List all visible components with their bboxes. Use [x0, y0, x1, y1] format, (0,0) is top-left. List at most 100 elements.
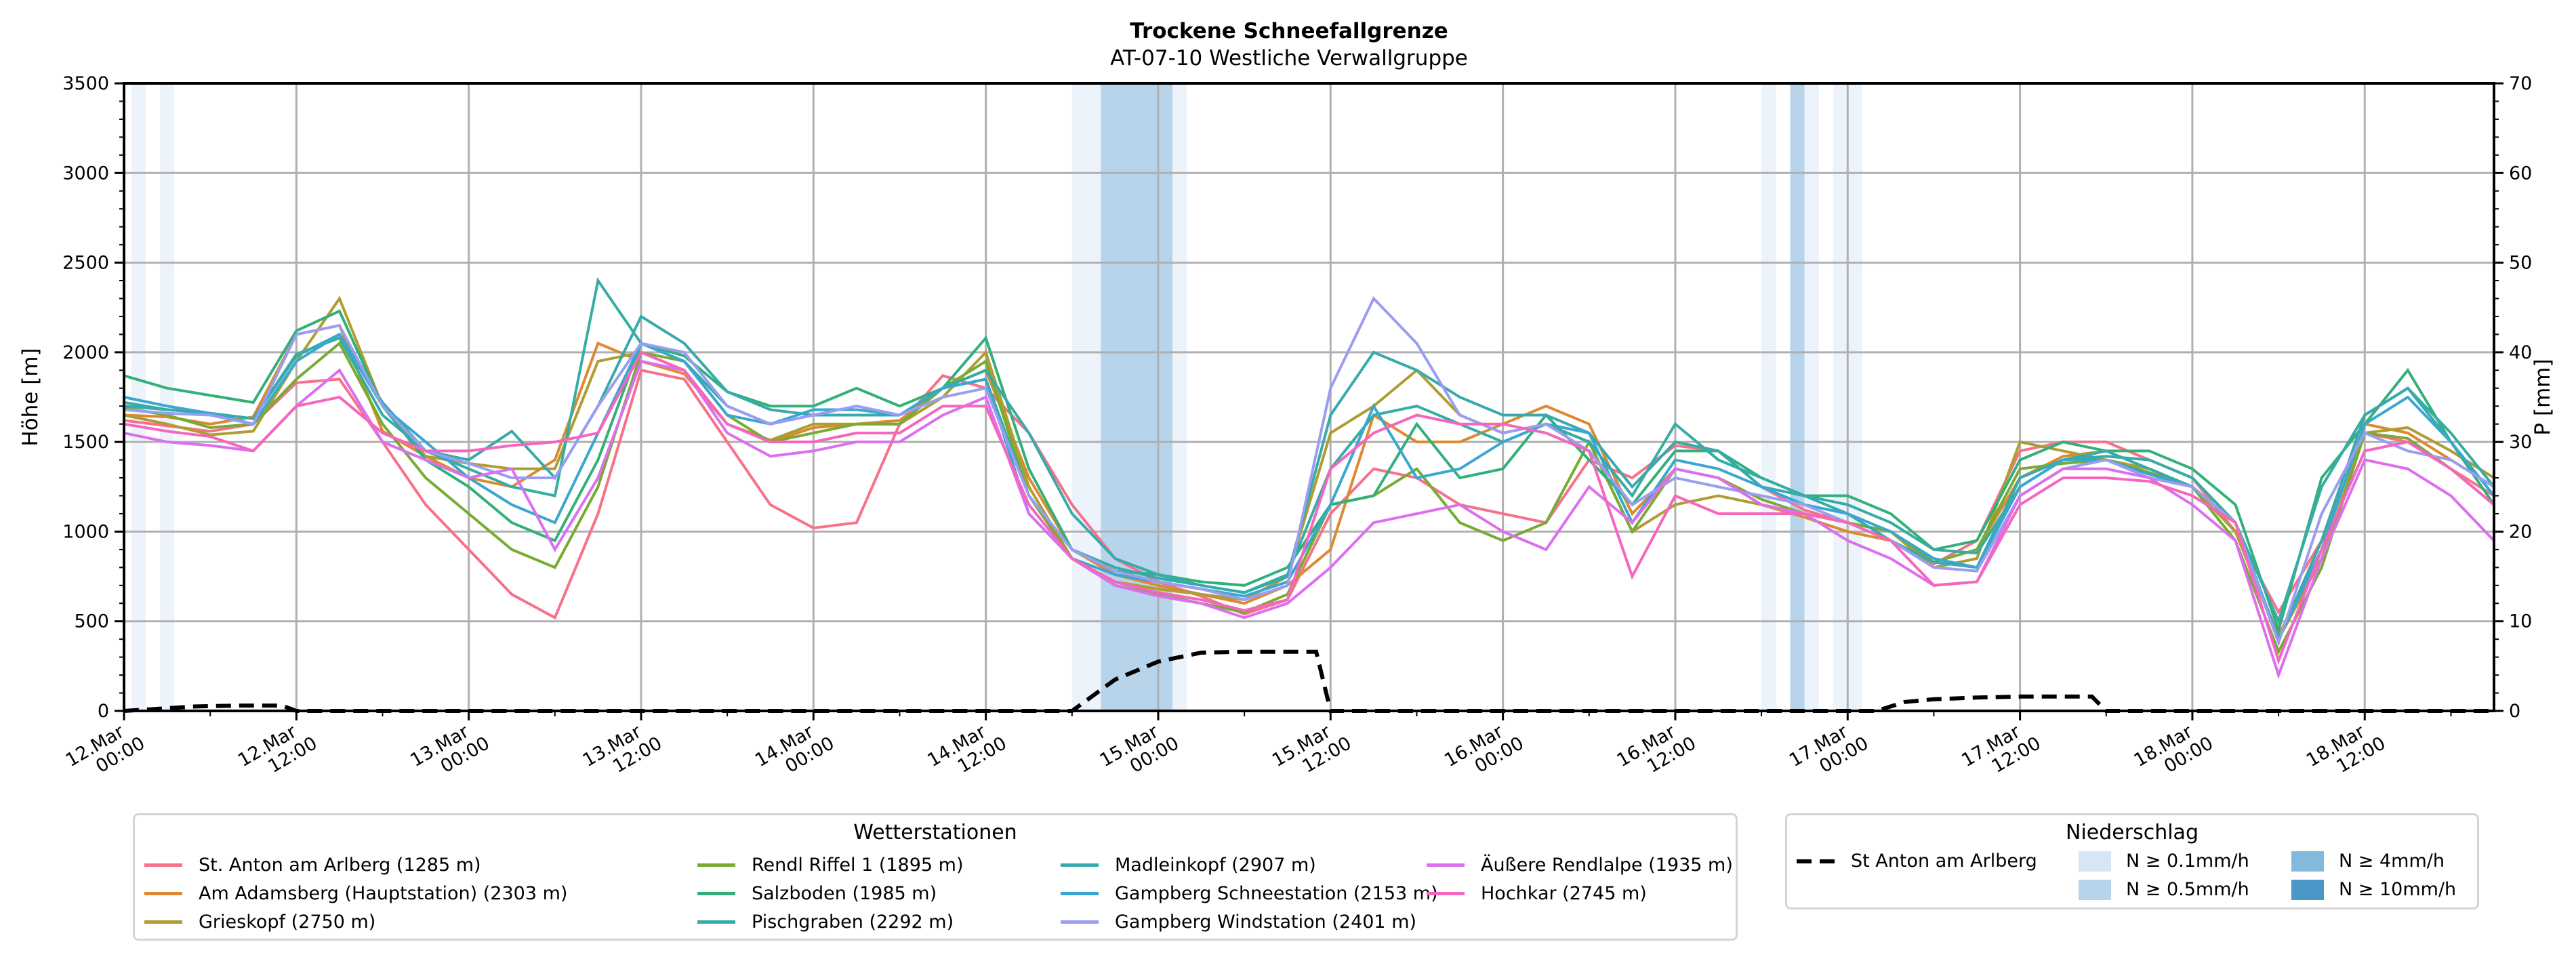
x-tick-label: 17.Mar12:00: [1958, 715, 2044, 789]
y-tick-label: 500: [74, 611, 109, 632]
precip-band: [1761, 83, 1776, 711]
legend-station-item: Hochkar (2745 m): [1427, 883, 1647, 904]
legend-station-item: St. Anton am Arlberg (1285 m): [144, 855, 481, 876]
line-swatch-icon: [1061, 920, 1099, 924]
swatch-icon: [2291, 851, 2324, 872]
legend-station-label: Am Adamsberg (Hauptstation) (2303 m): [199, 883, 568, 904]
y-tick-label: 1000: [62, 521, 109, 542]
y-axis-label-right: P [mm]: [2531, 359, 2555, 435]
series-line: [123, 359, 2495, 680]
chart-title: Trockene Schneefallgrenze: [1130, 19, 1448, 43]
grid: [123, 82, 2494, 712]
x-tick-label: 14.Mar12:00: [924, 715, 1010, 789]
legend-station-label: Gampberg Schneestation (2153 m): [1115, 883, 1438, 904]
legend-station-label: Pischgraben (2292 m): [752, 912, 954, 933]
precip-band: [1101, 83, 1158, 711]
y-right-tick-label: 20: [2509, 521, 2532, 542]
precip-line: [123, 649, 2494, 713]
line-swatch-icon: [1427, 863, 1465, 867]
legend-station-label: Äußere Rendlalpe (1935 m): [1481, 855, 1733, 876]
legend-station-item: Madleinkopf (2907 m): [1061, 855, 1316, 876]
x-tick-label: 16.Mar00:00: [1441, 715, 1527, 789]
y-tick-label: 2000: [62, 342, 109, 363]
y-right-tick-label: 30: [2509, 432, 2532, 453]
y-tick-label: 3000: [62, 163, 109, 184]
legend-precip: Niederschlag St Anton am Arlberg N ≥ 0.1…: [1785, 813, 2479, 909]
legend-precip-line-label: St Anton am Arlberg: [1851, 851, 2037, 872]
y-tick-label: 1500: [62, 432, 109, 453]
legend-level-2: N ≥ 4mm/h: [2291, 851, 2445, 872]
legend-stations: Wetterstationen St. Anton am Arlberg (12…: [133, 813, 1738, 941]
series-line: [123, 277, 2495, 626]
legend-station-item: Am Adamsberg (Hauptstation) (2303 m): [144, 883, 567, 904]
chart-subtitle: AT-07-10 Westliche Verwallgruppe: [1110, 46, 1468, 70]
legend-station-label: Hochkar (2745 m): [1481, 883, 1647, 904]
series-line: [123, 314, 2495, 643]
axes: 0 500 1000 1500 2000 2500 3000 3500 0 10 20 30 40 50 6…: [62, 73, 2533, 789]
x-tick-label: 12.Mar00:00: [62, 715, 148, 789]
legend-station-item: Gampberg Schneestation (2153 m): [1061, 883, 1438, 904]
line-swatch-icon: [697, 863, 735, 867]
precip-band: [1804, 83, 1819, 711]
x-tick-label: 16.Mar12:00: [1614, 715, 1700, 789]
legend-station-label: Rendl Riffel 1 (1895 m): [752, 855, 964, 876]
y-tick-label: 2500: [62, 253, 109, 274]
y-axis-label: Höhe [m]: [18, 348, 43, 446]
y-right-tick-label: 0: [2509, 701, 2520, 722]
x-tick-label: 13.Mar00:00: [407, 715, 493, 789]
series-lines: [123, 277, 2495, 680]
legend-level-0: N ≥ 0.1mm/h: [2079, 851, 2249, 872]
x-tick-label: 17.Mar00:00: [1786, 715, 1872, 789]
legend-station-label: St. Anton am Arlberg (1285 m): [199, 855, 481, 876]
legend-precip-line: St Anton am Arlberg: [1797, 851, 2037, 872]
legend-level-label: N ≥ 0.5mm/h: [2126, 879, 2249, 900]
legend-station-label: Gampberg Windstation (2401 m): [1115, 912, 1417, 933]
line-swatch-icon: [144, 920, 182, 924]
y-tick-label: 0: [98, 701, 109, 722]
line-swatch-icon: [144, 863, 182, 867]
legend-station-item: Salzboden (1985 m): [697, 883, 937, 904]
plot-frame: [123, 82, 2495, 712]
legend-level-label: N ≥ 10mm/h: [2339, 879, 2457, 900]
legend-stations-title: Wetterstationen: [853, 821, 1017, 844]
legend-station-label: Salzboden (1985 m): [752, 883, 937, 904]
precip-band: [159, 83, 175, 711]
precip-bands: [131, 83, 1862, 711]
y-tick-label: 3500: [62, 73, 109, 94]
legend-station-item: Gampberg Windstation (2401 m): [1061, 912, 1416, 933]
line-swatch-icon: [1061, 863, 1099, 867]
line-swatch-icon: [697, 920, 735, 924]
line-swatch-icon: [1061, 892, 1099, 895]
legend-station-label: Grieskopf (2750 m): [199, 912, 376, 933]
x-tick-label: 15.Mar00:00: [1097, 715, 1183, 789]
legend-station-item: Äußere Rendlalpe (1935 m): [1427, 855, 1733, 876]
x-tick-label: 15.Mar12:00: [1269, 715, 1355, 789]
legend-level-label: N ≥ 4mm/h: [2339, 851, 2445, 872]
precip-band: [1158, 83, 1173, 711]
y-right-tick-label: 60: [2509, 163, 2532, 184]
legend-level-1: N ≥ 0.5mm/h: [2079, 879, 2249, 900]
legend-level-3: N ≥ 10mm/h: [2291, 879, 2456, 900]
x-tick-label: 18.Mar00:00: [2131, 715, 2217, 789]
series-line: [123, 332, 2495, 643]
legend-station-item: Grieskopf (2750 m): [144, 912, 375, 933]
swatch-icon: [2079, 851, 2111, 872]
legend-station-item: Rendl Riffel 1 (1895 m): [697, 855, 963, 876]
swatch-icon: [2079, 879, 2111, 900]
y-right-tick-label: 50: [2509, 253, 2532, 274]
y-right-tick-label: 70: [2509, 73, 2532, 94]
x-tick-label: 13.Mar12:00: [579, 715, 666, 789]
legend-station-label: Madleinkopf (2907 m): [1115, 855, 1316, 876]
dashed-line-icon: [1797, 859, 1835, 863]
x-tick-label: 18.Mar12:00: [2303, 715, 2389, 789]
swatch-icon: [2291, 879, 2324, 900]
series-line: [123, 350, 2495, 665]
legend-level-label: N ≥ 0.1mm/h: [2126, 851, 2249, 872]
series-line: [123, 296, 2495, 647]
y-right-tick-label: 40: [2509, 342, 2532, 363]
precip-band: [1071, 83, 1101, 711]
precip-band: [1172, 83, 1187, 711]
legend-station-item: Pischgraben (2292 m): [697, 912, 954, 933]
y-right-tick-label: 10: [2509, 611, 2532, 632]
